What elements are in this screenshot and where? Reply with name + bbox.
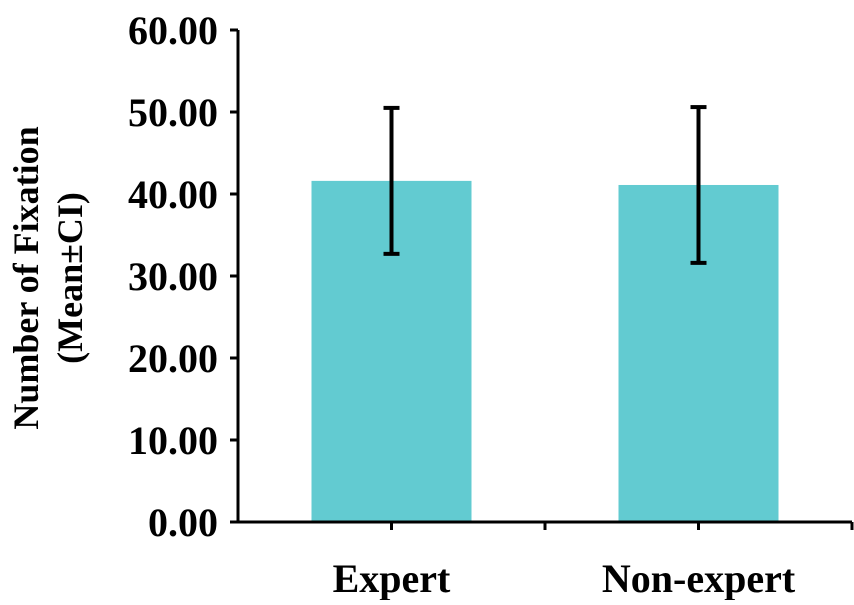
y-ticks: 0.00 10.00 20.00 30.00 40.00 50.00 60.00 bbox=[128, 8, 238, 545]
y-tick-label: 0.00 bbox=[148, 500, 218, 545]
y-tick-label: 50.00 bbox=[128, 90, 218, 135]
y-tick-label: 40.00 bbox=[128, 172, 218, 217]
error-bar-non-expert bbox=[690, 105, 707, 265]
y-axis-title-line-1: Number of Fixation bbox=[6, 126, 46, 429]
y-tick-label: 20.00 bbox=[128, 336, 218, 381]
x-ticks: Expert Non-expert bbox=[333, 522, 854, 601]
y-axis-title: Number of Fixation (Mean±CI) bbox=[6, 126, 90, 429]
y-axis-title-line-2: (Mean±CI) bbox=[50, 192, 90, 364]
bars bbox=[311, 180, 779, 523]
y-tick-label: 60.00 bbox=[128, 8, 218, 53]
error-bar-expert bbox=[383, 105, 400, 256]
x-category-label: Expert bbox=[333, 556, 451, 600]
y-tick-label: 10.00 bbox=[128, 418, 218, 463]
error-bars bbox=[383, 105, 707, 265]
y-tick-label: 30.00 bbox=[128, 254, 218, 299]
x-category-label: Non-expert bbox=[602, 556, 796, 600]
